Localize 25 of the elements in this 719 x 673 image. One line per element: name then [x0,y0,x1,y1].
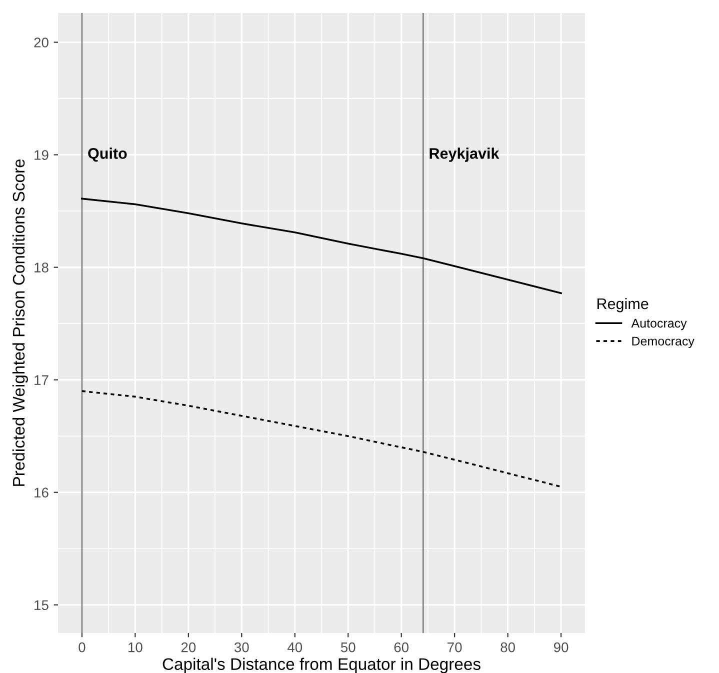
x-axis-title: Capital's Distance from Equator in Degrees [162,658,480,673]
line-series [81,198,562,294]
y-tick-label: 15 [34,600,48,610]
y-tick-label: 18 [34,262,48,272]
x-tick-label: 80 [500,642,515,652]
x-tick-label: 30 [234,642,249,652]
y-axis-title: Predicted Weighted Prison Conditions Score [12,159,28,486]
legend-title: Regime [598,298,648,312]
x-tick-label: 60 [394,642,409,652]
legend-label: Autocracy [631,318,687,330]
y-tick-label: 19 [34,150,48,160]
annotation: Quito [88,148,127,162]
x-tick-label: 20 [181,642,196,652]
x-tick-label: 50 [340,642,356,652]
y-tick-label: 17 [34,375,48,385]
x-tick-label: 10 [128,642,142,652]
legend-label: Democracy [632,336,694,348]
x-tick-label: 0 [78,642,86,652]
line-series [81,390,562,488]
x-tick-label: 90 [554,642,568,652]
annotation: Reykjavik [430,148,500,162]
x-tick-label: 70 [448,642,462,652]
y-tick-label: 16 [34,488,48,498]
x-tick-label: 40 [287,642,302,652]
y-tick-label: 20 [34,38,48,48]
